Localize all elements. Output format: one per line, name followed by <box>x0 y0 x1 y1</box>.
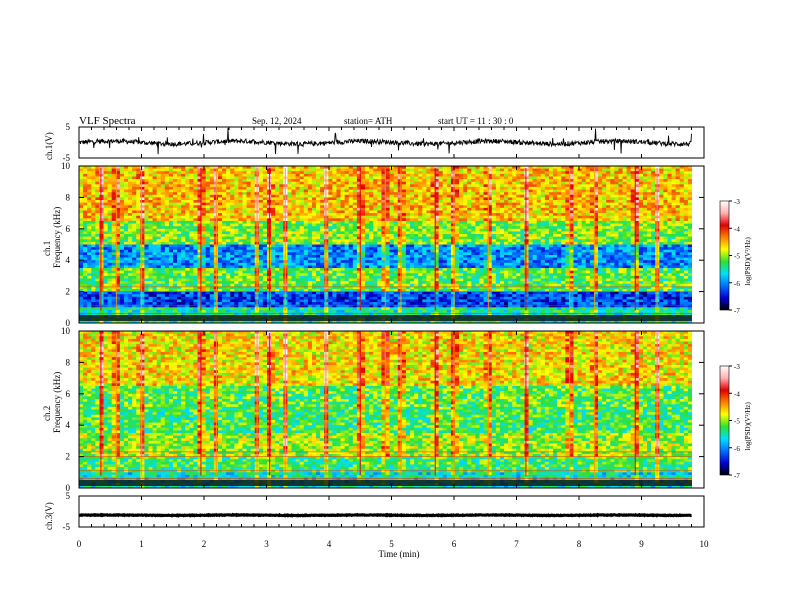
ch2-spectrogram <box>79 331 704 489</box>
time-tick-label: 10 <box>700 539 710 549</box>
time-tick-label: 7 <box>514 539 519 549</box>
spec2-ytick-label: 2 <box>66 452 71 462</box>
time-tick-label: 1 <box>139 539 144 549</box>
ch3-waveform-frame <box>78 495 705 528</box>
colorbar-ch1-tick: -6 <box>734 280 740 288</box>
colorbar-ch2-tick: -4 <box>734 390 740 398</box>
spec2-ytick-label: 10 <box>61 326 71 336</box>
ch1-spec-ylabel-channel: ch.1 <box>42 241 52 256</box>
spec2-ytick-label: 6 <box>66 389 71 399</box>
time-tick-label: 3 <box>264 539 269 549</box>
spec1-ytick-label: 6 <box>66 224 71 234</box>
time-tick-label: 5 <box>389 539 394 549</box>
date-label: Sep. 12, 2024 <box>252 116 302 126</box>
colorbar-ch2-label: log(PSD)(V²/Hz) <box>744 401 752 450</box>
ch3-voltage-tick-top: 5 <box>66 491 71 501</box>
colorbar-ch2-tick: -3 <box>734 363 740 371</box>
time-axis-ticks: 0 1 2 3 4 5 6 7 8 9 10 <box>77 127 709 549</box>
start-time-label: start UT = 11 : 30 : 0 <box>438 116 514 126</box>
ch3-waveform-line <box>79 512 692 518</box>
figure-title: VLF Spectra <box>79 115 136 127</box>
spec1-ytick-label: 0 <box>66 318 71 328</box>
colorbar-ch2-tick: -7 <box>734 472 740 480</box>
colorbar-ch1-tick: -3 <box>734 198 740 206</box>
spec2-ytick-label: 0 <box>66 483 71 493</box>
ch1-spectrogram <box>79 166 704 324</box>
time-axis-label: Time (min) <box>379 549 420 559</box>
ch2-spec-ylabel: Frequency (kHz) <box>52 372 62 433</box>
colorbar-ch2 <box>719 365 730 476</box>
colorbar-ch1-tick: -5 <box>734 253 740 261</box>
spec1-ytick-label: 2 <box>66 287 71 297</box>
spec2-ytick-label: 4 <box>66 420 71 430</box>
time-tick-label: 2 <box>202 539 207 549</box>
colorbar-ch1-label: log(PSD)(V²/Hz) <box>744 236 752 285</box>
ch1-voltage-tick-top: 5 <box>66 122 71 132</box>
ch3-voltage-ylabel: ch.3(V) <box>44 502 54 530</box>
colorbar-ch1 <box>719 200 730 311</box>
ch1-voltage-ylabel: ch.1(V) <box>44 132 54 160</box>
colorbar-ch1-tick: -4 <box>734 225 740 233</box>
spec1-ytick-label: 10 <box>61 161 71 171</box>
spec1-ytick-label: 4 <box>66 255 71 265</box>
time-tick-label: 8 <box>577 539 582 549</box>
spec2-ytick-label: 8 <box>66 357 71 367</box>
time-tick-label: 4 <box>327 539 332 549</box>
ch1-voltage-tick-bottom: -5 <box>63 153 71 163</box>
time-tick-label: 9 <box>639 539 644 549</box>
time-tick-label: 0 <box>77 539 82 549</box>
spec1-ytick-label: 8 <box>66 192 71 202</box>
ch1-spec-ylabel: Frequency (kHz) <box>52 207 62 268</box>
colorbar-ch2-tick: -6 <box>734 445 740 453</box>
ch3-voltage-tick-bottom: -5 <box>63 522 71 532</box>
ch2-spec-ylabel-channel: ch.2 <box>42 406 52 421</box>
time-tick-label: 6 <box>452 539 457 549</box>
colorbar-ch2-tick: -5 <box>734 418 740 426</box>
colorbar-ch1-tick: -7 <box>734 307 740 315</box>
station-label: station= ATH <box>344 116 393 126</box>
ch1-waveform-line <box>79 127 692 155</box>
